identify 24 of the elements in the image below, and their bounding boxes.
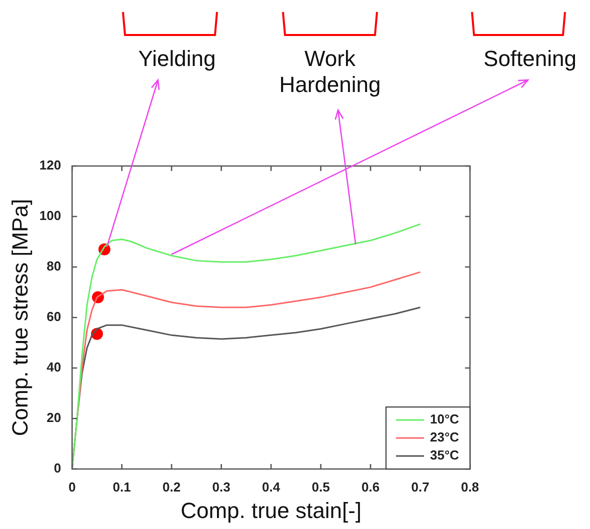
y-tick-label: 40 [46, 360, 62, 375]
y-tick-label: 60 [46, 309, 62, 324]
x-tick-label: 0 [68, 479, 76, 494]
x-tick-label: 0.4 [262, 479, 281, 494]
legend-label: 23°C [430, 430, 460, 445]
legend-label: 10°C [430, 412, 460, 427]
x-tick-label: 0.8 [460, 479, 480, 494]
y-tick-label: 80 [46, 258, 62, 274]
y-tick-label: 100 [39, 208, 62, 224]
annotation: Work Hardening [279, 46, 381, 98]
annotation: Yielding [138, 46, 216, 72]
y-axis-title: Comp. true stress [MPa] [7, 198, 32, 436]
y-tick-label: 0 [54, 460, 62, 476]
x-tick-label: 0.1 [112, 479, 131, 494]
x-tick-label: 0.3 [212, 479, 230, 494]
x-axis-title: Comp. true stain[-] [180, 498, 362, 523]
x-tick-label: 0.5 [312, 479, 330, 494]
x-tick-label: 0.6 [361, 479, 380, 494]
x-tick-label: 0.7 [411, 479, 430, 494]
y-tick-label: 20 [46, 410, 62, 426]
annotation: Softening [484, 46, 576, 72]
legend-label: 35°C [430, 448, 460, 463]
x-tick-label: 0.2 [162, 479, 181, 494]
y-tick-label: 120 [39, 158, 62, 173]
